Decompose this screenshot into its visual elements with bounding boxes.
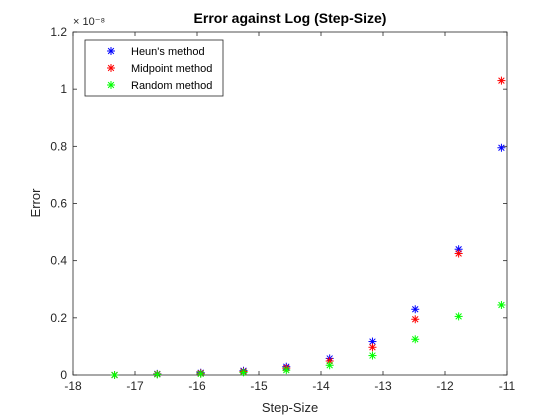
data-point xyxy=(411,335,420,344)
y-axis-label: Error xyxy=(28,188,43,218)
x-tick-label: -11 xyxy=(499,379,516,393)
y-tick: 1 xyxy=(60,82,507,96)
legend-marker xyxy=(107,47,115,55)
chart-title: Error against Log (Step-Size) xyxy=(194,10,387,26)
y-tick-label: 0.4 xyxy=(50,254,67,268)
legend-label: Heun's method xyxy=(131,46,205,58)
x-tick-label: -15 xyxy=(250,379,268,393)
y-tick-label: 0.8 xyxy=(50,139,67,153)
legend-item: Heun's method xyxy=(107,46,205,58)
x-axis: -18 -17 -16 -15 -14 -13 -12 -11 xyxy=(64,32,516,393)
legend-items: Heun's method Midpoint method Random metho… xyxy=(107,46,212,92)
y-tick-label: 0.6 xyxy=(50,197,67,211)
data-point xyxy=(411,305,420,314)
data-series xyxy=(110,76,506,379)
y-tick: 0.8 xyxy=(50,139,507,153)
series-2 xyxy=(110,300,506,379)
y-tick-label: 0.2 xyxy=(50,311,67,325)
x-tick-label: -16 xyxy=(188,379,206,393)
data-point xyxy=(368,351,377,360)
x-tick-label: -14 xyxy=(312,379,330,393)
data-point xyxy=(368,343,377,352)
data-point xyxy=(325,361,334,370)
x-tick-label: -12 xyxy=(436,379,454,393)
data-point xyxy=(282,366,291,375)
legend-label: Midpoint method xyxy=(131,63,212,75)
data-point xyxy=(497,76,506,85)
x-tick: -11 xyxy=(499,32,516,393)
legend-marker xyxy=(107,81,115,89)
data-point xyxy=(411,315,420,324)
data-point xyxy=(368,337,377,346)
y-tick-label: 1.2 xyxy=(50,25,67,39)
x-tick: -18 xyxy=(64,32,82,393)
data-point xyxy=(153,370,162,379)
x-tick: -15 xyxy=(250,32,268,393)
y-axis: 0 0.2 0.4 0.6 0.8 1 1.2 xyxy=(50,25,507,382)
y-tick-label: 0 xyxy=(60,368,67,382)
x-tick-label: -18 xyxy=(64,379,82,393)
legend-item: Random method xyxy=(107,80,212,92)
data-point xyxy=(110,371,119,379)
legend: Heun's method Midpoint method Random metho… xyxy=(84,39,224,97)
legend-item: Midpoint method xyxy=(107,63,212,75)
x-tick: -17 xyxy=(126,32,144,393)
data-point xyxy=(454,249,463,258)
legend-marker xyxy=(107,64,115,72)
y-exponent-label: × 10⁻⁸ xyxy=(73,16,105,28)
y-tick: 0.6 xyxy=(50,197,507,211)
y-tick: 0.2 xyxy=(50,311,507,325)
x-tick-label: -13 xyxy=(374,379,392,393)
data-point xyxy=(497,143,506,152)
y-tick: 0 xyxy=(60,368,507,382)
data-point xyxy=(454,312,463,321)
x-tick: -13 xyxy=(374,32,392,393)
x-tick-label: -17 xyxy=(126,379,144,393)
data-point xyxy=(239,368,248,377)
y-tick: 1.2 xyxy=(50,25,507,39)
legend-label: Random method xyxy=(131,80,212,92)
data-point xyxy=(497,300,506,309)
x-tick: -14 xyxy=(312,32,330,393)
x-axis-label: Step-Size xyxy=(262,400,318,415)
y-tick-label: 1 xyxy=(60,82,67,96)
y-tick: 0.4 xyxy=(50,254,507,268)
data-point xyxy=(196,369,205,378)
x-tick: -12 xyxy=(436,32,454,393)
